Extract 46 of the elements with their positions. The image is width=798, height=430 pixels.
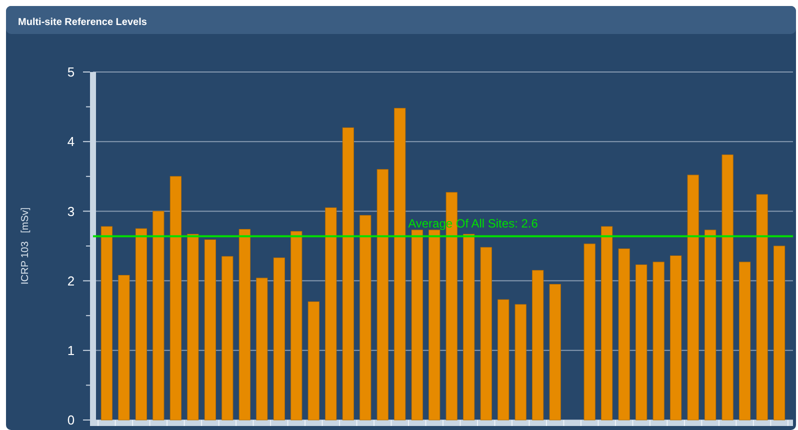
bar [273, 258, 285, 420]
bar [774, 246, 786, 420]
bar [238, 229, 250, 420]
bar [670, 255, 682, 420]
bar [428, 230, 440, 420]
bar [411, 230, 423, 420]
bar [652, 262, 664, 420]
bar [325, 207, 337, 420]
bar [549, 284, 561, 420]
chart-title: Multi-site Reference Levels [18, 17, 148, 28]
bar [498, 299, 510, 420]
y-tick-label: 5 [67, 64, 75, 80]
bar [636, 264, 648, 420]
bar [360, 215, 372, 420]
bar [584, 244, 596, 420]
y-axis-title: ICRP 103 [mSv] [20, 207, 31, 285]
bar [532, 270, 544, 420]
bar [152, 210, 164, 420]
bar [135, 228, 147, 420]
bar [687, 174, 699, 420]
bar [514, 304, 526, 420]
bar [618, 248, 630, 420]
bar [256, 278, 268, 420]
bar [480, 247, 492, 420]
bar [100, 226, 112, 420]
y-tick-label: 4 [67, 134, 75, 150]
y-tick-label: 3 [67, 204, 75, 219]
bar [722, 154, 734, 420]
bar [376, 169, 388, 420]
bar [222, 256, 234, 420]
bar [704, 230, 716, 420]
bar [290, 231, 302, 420]
y-tick-label: 0 [67, 412, 75, 428]
bar [308, 301, 320, 420]
bar [394, 108, 406, 420]
bar [118, 274, 130, 420]
bar [342, 127, 354, 420]
bar [739, 262, 751, 420]
y-tick-label: 2 [67, 273, 75, 288]
bar [187, 234, 199, 420]
y-tick-label: 1 [67, 342, 75, 358]
bar [463, 234, 475, 420]
bar [204, 239, 216, 420]
bar [601, 226, 613, 420]
bar [756, 194, 768, 420]
bar [170, 176, 182, 420]
